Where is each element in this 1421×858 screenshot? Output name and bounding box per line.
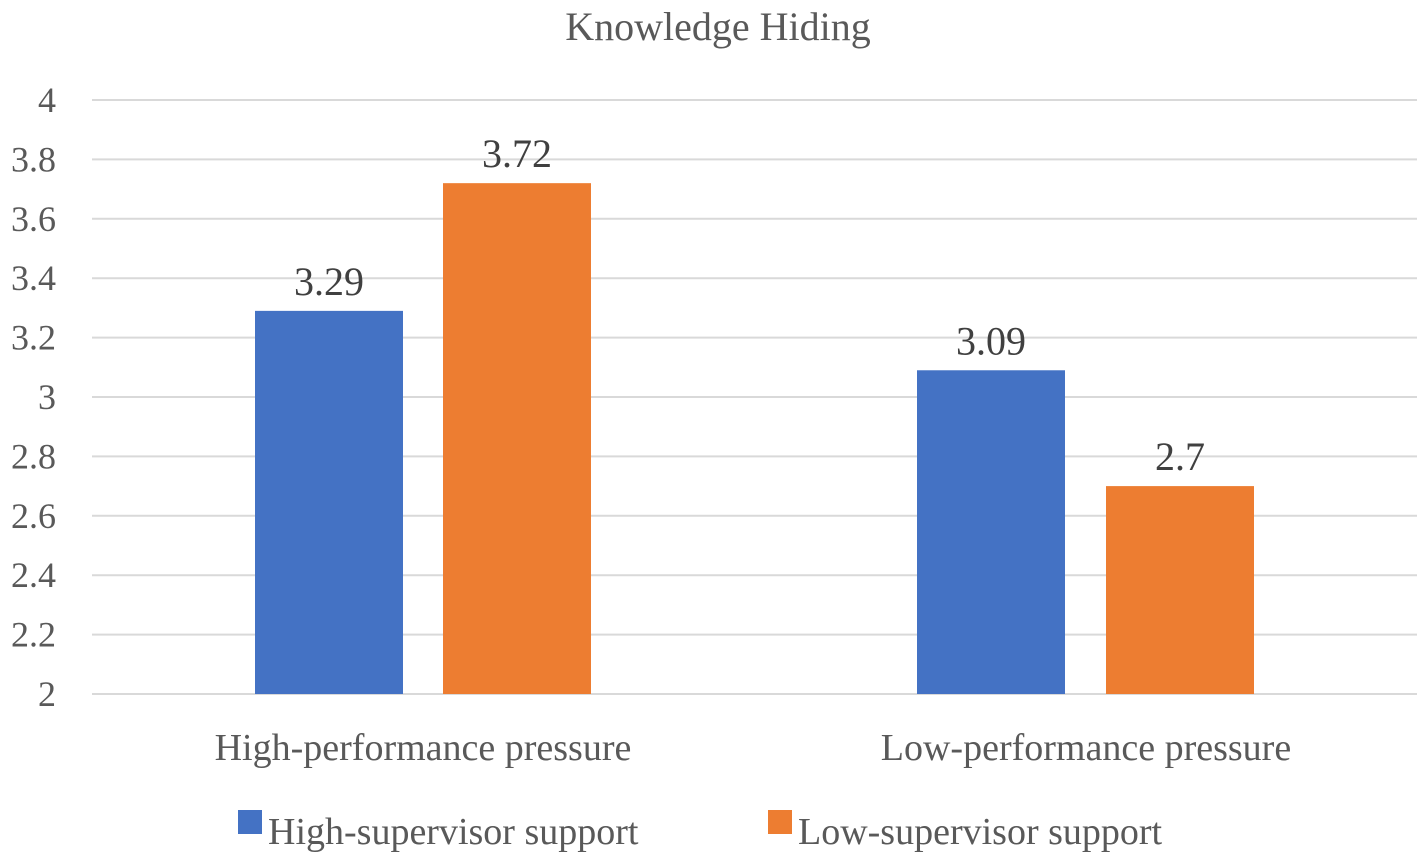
y-axis-ticks: 2 2.2 2.4 2.6 2.8 3 3.2 3.4 3.6 3.8 4	[11, 80, 56, 714]
y-tick-label: 2.4	[11, 555, 56, 595]
y-tick-label: 3.8	[11, 139, 56, 179]
y-tick-label: 2.8	[11, 436, 56, 476]
legend-swatch	[238, 810, 262, 834]
category-label: Low-performance pressure	[881, 727, 1291, 769]
data-label: 2.7	[1155, 434, 1205, 479]
y-tick-label: 3	[38, 377, 56, 417]
legend-swatch	[768, 810, 792, 834]
legend-label: Low-supervisor support	[798, 811, 1163, 853]
legend: High-supervisor support Low-supervisor su…	[238, 810, 1163, 853]
y-tick-label: 3.6	[11, 199, 56, 239]
bar	[917, 370, 1065, 694]
data-label: 3.29	[294, 259, 364, 304]
data-label: 3.72	[482, 131, 552, 176]
y-tick-label: 4	[38, 80, 56, 120]
data-label: 3.09	[956, 318, 1026, 363]
y-tick-label: 2	[38, 674, 56, 714]
legend-label: High-supervisor support	[268, 811, 639, 853]
bar	[443, 183, 591, 694]
chart-title: Knowledge Hiding	[565, 4, 871, 49]
category-label: High-performance pressure	[215, 727, 632, 769]
bar	[255, 310, 403, 694]
category-axis: High-performance pressure Low-performance…	[215, 727, 1292, 769]
y-tick-label: 2.6	[11, 496, 56, 536]
bars	[255, 183, 1254, 694]
y-tick-label: 3.2	[11, 318, 56, 358]
y-tick-label: 2.2	[11, 615, 56, 655]
y-tick-label: 3.4	[11, 258, 56, 298]
bar	[1106, 486, 1254, 694]
data-labels: 3.29 3.09 3.72 2.7	[294, 131, 1205, 479]
